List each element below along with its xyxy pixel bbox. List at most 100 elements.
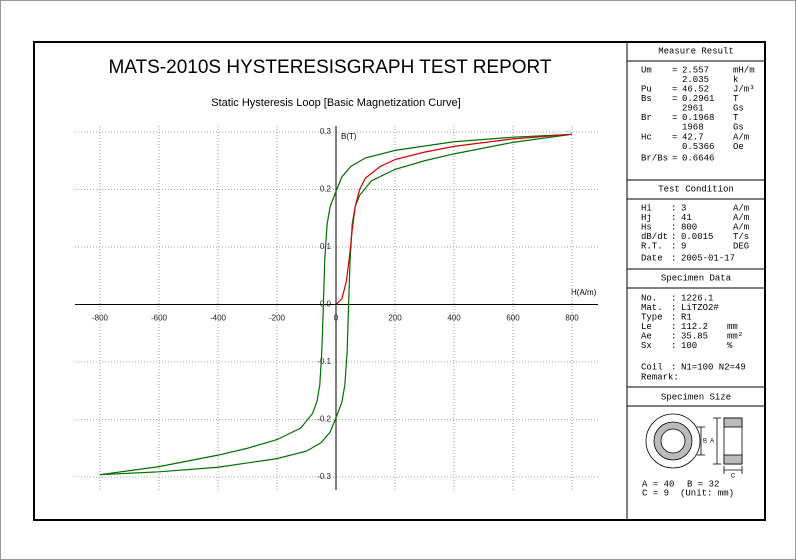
- row-unit: T: [733, 94, 739, 104]
- row-unit: T/s: [733, 232, 749, 242]
- y-axis-label: B(T): [341, 132, 357, 141]
- x-axis-label: H(A/m): [571, 288, 597, 297]
- row-value: 2961: [682, 103, 704, 113]
- row-unit: T: [733, 113, 739, 123]
- row-value: 2005-01-17: [681, 253, 735, 263]
- row-value: 112.2: [681, 322, 708, 332]
- row-value: 35.85: [681, 331, 708, 341]
- row-label: Type: [641, 312, 663, 322]
- row-value: 0.5366: [682, 142, 714, 152]
- y-tick-label: -0.1: [317, 357, 331, 366]
- row-value: N1=100 N2=49: [681, 362, 746, 372]
- row-value: 0.6646: [682, 153, 714, 163]
- row-value: 1968: [682, 122, 704, 132]
- row-sep: :: [671, 303, 676, 313]
- row-sep: :: [671, 222, 676, 232]
- row-value: 0.2961: [682, 94, 714, 104]
- row-unit: Gs: [733, 103, 744, 113]
- dimension-letter: C: [731, 474, 736, 480]
- row-unit: mH/m: [733, 65, 755, 75]
- x-tick-label: 600: [506, 314, 520, 323]
- y-tick-label: 0.3: [320, 127, 332, 136]
- row-unit: mm²: [727, 331, 743, 341]
- x-tick-label: -400: [210, 314, 227, 323]
- size-value: B = 32: [687, 479, 719, 489]
- row-unit: k: [733, 75, 738, 85]
- row-sep: :: [671, 331, 676, 341]
- row-value: LiTZO2#: [681, 303, 719, 313]
- row-unit: DEG: [733, 241, 749, 251]
- size-value: A = 40: [642, 479, 674, 489]
- row-sep: :: [671, 241, 676, 251]
- dimension-letter: A: [710, 439, 714, 445]
- row-label: Sx: [641, 341, 652, 351]
- row-sep: =: [672, 94, 677, 104]
- row-value: 0.0015: [681, 232, 713, 242]
- row-value: 3: [681, 203, 686, 213]
- row-sep: :: [671, 312, 676, 322]
- row-label: Hs: [641, 222, 652, 232]
- row-sep: =: [672, 84, 677, 94]
- row-label: Bs: [641, 94, 652, 104]
- row-label: R.T.: [641, 241, 663, 251]
- x-tick-label: -800: [92, 314, 109, 323]
- row-label: Remark:: [641, 372, 679, 382]
- row-value: 41: [681, 213, 692, 223]
- report-title: MATS-2010S HYSTERESISGRAPH TEST REPORT: [108, 57, 551, 78]
- row-label: Br: [641, 113, 652, 123]
- row-value: 9: [681, 241, 686, 251]
- row-label: Coil: [641, 362, 663, 372]
- chart-title: Static Hysteresis Loop [Basic Magnetizat…: [211, 97, 460, 109]
- row-unit: Gs: [733, 122, 744, 132]
- size-value: (Unit: mm): [680, 488, 734, 498]
- x-tick-label: 400: [447, 314, 461, 323]
- row-label: No.: [641, 293, 657, 303]
- report-frame: [33, 41, 766, 521]
- x-tick-label: -600: [151, 314, 168, 323]
- row-label: Br/Bs: [641, 153, 668, 163]
- row-sep: :: [671, 322, 676, 332]
- row-label: Pu: [641, 84, 652, 94]
- row-unit: Oe: [733, 142, 744, 152]
- row-label: dB/dt: [641, 232, 668, 242]
- row-label: Mat.: [641, 303, 663, 313]
- row-unit: A/m: [733, 132, 749, 142]
- row-label: Le: [641, 322, 652, 332]
- specimen-drawing: [645, 413, 743, 474]
- x-tick-label: 800: [565, 314, 579, 323]
- y-tick-label: -0.2: [317, 415, 331, 424]
- row-sep: =: [672, 113, 677, 123]
- panel-title: Specimen Data: [661, 273, 732, 283]
- row-sep: =: [672, 132, 677, 142]
- row-value: 42.7: [682, 132, 704, 142]
- row-label: Ae: [641, 331, 652, 341]
- row-label: Um: [641, 65, 652, 75]
- curve: [335, 133, 573, 305]
- row-label: Hj: [641, 213, 652, 223]
- row-label: Date: [641, 253, 663, 263]
- row-sep: :: [671, 203, 676, 213]
- x-tick-label: -200: [269, 314, 286, 323]
- row-sep: =: [672, 65, 677, 75]
- row-sep: :: [671, 362, 676, 372]
- row-value: 100: [681, 341, 697, 351]
- panel-title: Measure Result: [658, 46, 734, 56]
- row-unit: A/m: [733, 222, 749, 232]
- row-value: 2.557: [682, 65, 709, 75]
- row-unit: A/m: [733, 203, 749, 213]
- panel-title: Test Condition: [658, 184, 734, 194]
- panel-separators: [627, 60, 765, 407]
- curve: [99, 133, 573, 476]
- row-sep: :: [671, 341, 676, 351]
- row-value: 46.52: [682, 84, 709, 94]
- panel-title: Specimen Size: [661, 392, 731, 402]
- x-tick-label: 200: [388, 314, 402, 323]
- y-tick-label: 0.2: [320, 185, 332, 194]
- row-label: Hc: [641, 132, 652, 142]
- y-tick-label: -0.3: [317, 472, 331, 481]
- row-unit: A/m: [733, 213, 749, 223]
- row-unit: mm: [727, 322, 738, 332]
- row-value: 800: [681, 222, 697, 232]
- row-sep: :: [671, 213, 676, 223]
